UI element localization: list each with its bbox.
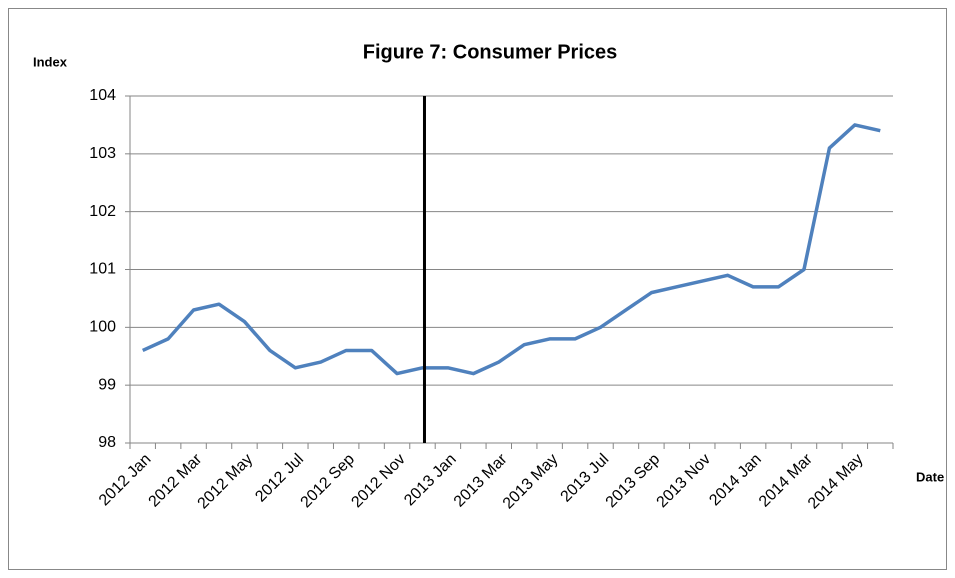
y-tick-label: 99	[98, 376, 116, 393]
y-tick-label: 104	[89, 87, 116, 104]
x-axis-label: Date	[916, 469, 944, 484]
chart-border	[8, 8, 947, 570]
y-tick-label: 98	[98, 434, 116, 451]
chart-title: Figure 7: Consumer Prices	[363, 41, 618, 63]
y-axis-label: Index	[33, 54, 68, 69]
y-tick-label: 101	[89, 261, 116, 278]
y-tick-label: 100	[89, 319, 116, 336]
data-line	[141, 123, 881, 376]
y-tick-label: 103	[89, 145, 116, 162]
y-tick-label: 102	[89, 203, 116, 220]
